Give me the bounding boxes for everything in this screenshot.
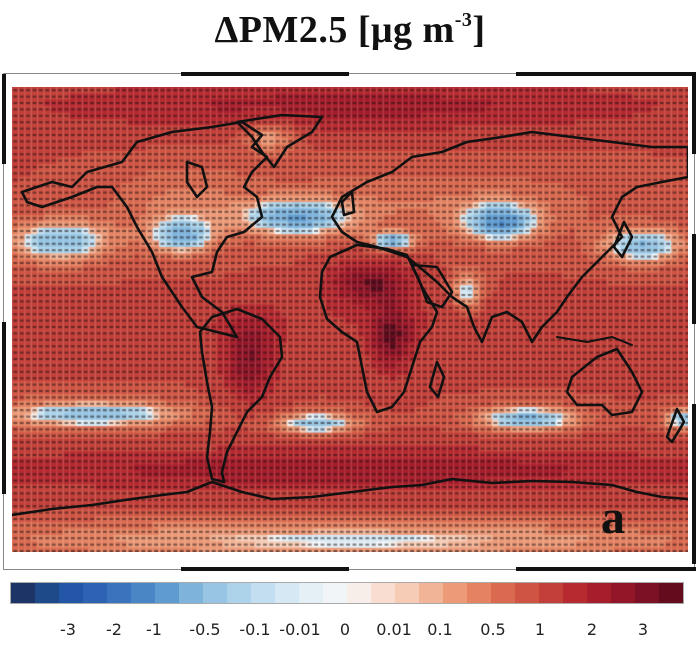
- colorbar-segment: [635, 583, 659, 603]
- colorbar-segment: [83, 583, 107, 603]
- colorbar-tick-label: -1: [146, 620, 162, 639]
- colorbar-segment: [323, 583, 347, 603]
- frame-edge-bottom-2: [516, 567, 696, 571]
- colorbar-segment: [491, 583, 515, 603]
- coastlines: [12, 113, 688, 517]
- colorbar-segment: [539, 583, 563, 603]
- frame-edge-bottom-1: [181, 567, 349, 571]
- colorbar-segment: [371, 583, 395, 603]
- colorbar-segment: [467, 583, 491, 603]
- colorbar: [10, 582, 684, 604]
- colorbar-tick-label: 2: [586, 620, 598, 639]
- colorbar-segment: [203, 583, 227, 603]
- colorbar-ticks: -3 -2 -1 -0.5 -0.1 -0.01 0 0.01 0.1 0.5 1 2 3: [0, 620, 700, 644]
- pm25-field: [12, 87, 688, 552]
- coast-japan: [612, 220, 634, 259]
- coast-africa: [318, 243, 439, 414]
- colorbar-tick-label: -0.1: [239, 620, 271, 639]
- coast-antarctica: [12, 477, 688, 517]
- frame-edge-top-2: [516, 72, 696, 76]
- colorbar-segment: [563, 583, 587, 603]
- pm25-map: [12, 87, 688, 552]
- coast-eurasia: [330, 130, 688, 344]
- coast-new-zealand: [665, 407, 686, 444]
- colorbar-tick-label: 0.01: [376, 620, 412, 639]
- frame-edge-right-2: [692, 234, 696, 324]
- frame-edge-right-1: [692, 74, 696, 154]
- coast-australia: [565, 347, 644, 417]
- colorbar-segment: [35, 583, 59, 603]
- colorbar-tick-label: 0.5: [480, 620, 506, 639]
- map-title: ΔPM2.5 [μg m-3]: [0, 8, 700, 52]
- colorbar-segment: [275, 583, 299, 603]
- colorbar-tick-label: -2: [106, 620, 122, 639]
- colorbar-segment: [179, 583, 203, 603]
- coast-indonesia: [556, 336, 633, 346]
- colorbar-segment: [395, 583, 419, 603]
- title-text: ΔPM2.5 [μg m: [214, 9, 455, 51]
- colorbar-segment: [347, 583, 371, 603]
- colorbar-segment: [419, 583, 443, 603]
- coast-uk: [340, 190, 356, 217]
- colorbar-tick-label: 3: [637, 620, 649, 639]
- coast-hudson-bay: [185, 160, 209, 199]
- coast-north-america: [20, 120, 269, 339]
- title-suffix: ]: [472, 9, 486, 51]
- coast-madagascar: [428, 360, 446, 399]
- colorbar-segment: [299, 583, 323, 603]
- colorbar-segment: [443, 583, 467, 603]
- colorbar-segment: [611, 583, 635, 603]
- colorbar-tick-label: 1: [534, 620, 546, 639]
- colorbar-segment: [515, 583, 539, 603]
- colorbar-tick-label: -3: [60, 620, 76, 639]
- colorbar-tick-label: -0.5: [189, 620, 221, 639]
- colorbar-segment: [587, 583, 611, 603]
- coast-south-america: [198, 307, 284, 484]
- colorbar-segment: [227, 583, 251, 603]
- colorbar-tick-label: -0.01: [279, 620, 321, 639]
- colorbar-tick-label: 0: [339, 620, 351, 639]
- coast-arabia: [410, 263, 454, 309]
- colorbar-segment: [59, 583, 83, 603]
- colorbar-segment: [659, 583, 683, 603]
- frame-edge-left-2: [2, 322, 6, 494]
- colorbar-segment: [155, 583, 179, 603]
- frame-edge-left-1: [2, 74, 6, 164]
- coast-greenland: [235, 113, 324, 169]
- frame-edge-top-1: [181, 72, 349, 76]
- title-superscript: -3: [454, 9, 473, 31]
- panel-label: a: [601, 491, 625, 544]
- colorbar-segment: [251, 583, 275, 603]
- colorbar-segment: [107, 583, 131, 603]
- colorbar-segment: [11, 583, 35, 603]
- frame-edge-right-3: [692, 404, 696, 564]
- colorbar-tick-label: 0.1: [427, 620, 453, 639]
- colorbar-segment: [131, 583, 155, 603]
